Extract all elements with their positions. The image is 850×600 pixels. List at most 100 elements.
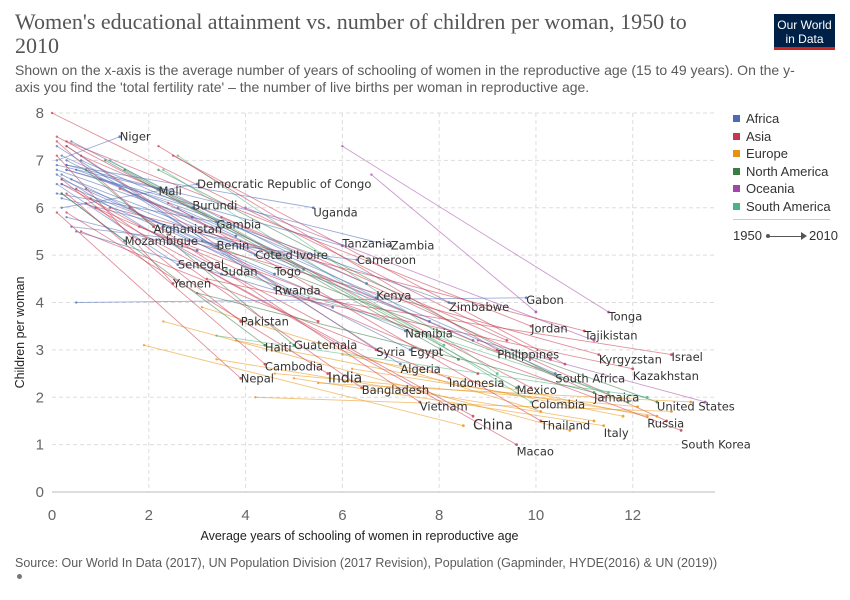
unlabeled-country-end-point (592, 419, 596, 423)
legend-swatch-icon (733, 132, 740, 140)
country-label-togo: Togo (274, 265, 301, 279)
togo-end-point (273, 272, 277, 276)
country-label-democratic-republic-of-congo: Democratic Republic of Congo (197, 177, 371, 191)
x-axis-title: Average years of schooling of women in r… (200, 529, 518, 543)
kazakhstan-trajectory (206, 278, 633, 370)
senegal-trajectory (56, 183, 179, 265)
syria-start-point (65, 144, 68, 148)
india-start-point (65, 211, 68, 214)
country-label-kyrgyzstan: Kyrgyzstan (599, 352, 662, 366)
china-start-point (84, 201, 88, 205)
unlabeled-country-trajectory (201, 240, 629, 403)
bangladesh-start-point (74, 187, 78, 190)
unlabeled-country-trajectory (274, 373, 638, 408)
vietnam-trajectory (129, 207, 421, 403)
time-legend-start: 1950 (733, 228, 762, 243)
unlabeled-country-end-point (442, 343, 446, 347)
country-label-burundi: Burundi (192, 198, 237, 212)
israel-end-point (670, 353, 673, 357)
gambia-start-point (55, 192, 59, 195)
logo-line-2: in Data (785, 32, 824, 46)
unlabeled-country-end-point (331, 305, 335, 309)
country-label-afghanistan: Afghanistan (154, 222, 222, 236)
unlabeled-country-trajectory (477, 339, 706, 403)
legend-label: Europe (746, 146, 788, 162)
legend-divider (733, 219, 830, 220)
country-labels: Niger Mali Democratic Republic of Congo Bur… (120, 130, 751, 459)
togo-trajectory (61, 178, 275, 275)
unlabeled-country-trajectory (105, 159, 459, 360)
y-axis-title: Children per woman (13, 277, 27, 389)
y-tick-label: 7 (36, 152, 44, 169)
tonga-trajectory (342, 145, 609, 313)
unlabeled-country-end-point (670, 410, 673, 413)
time-legend-line (766, 236, 804, 237)
unlabeled-country-end-point (529, 386, 533, 390)
south-korea-end-point (679, 429, 683, 432)
unlabeled-country-trajectory (177, 155, 498, 374)
cote-d-ivoire-start-point (65, 159, 68, 162)
unlabeled-country-start-point (50, 111, 54, 115)
legend-item-europe[interactable]: Europe (733, 145, 843, 163)
sudan-start-point (55, 173, 59, 176)
owid-logo[interactable]: Our World in Data (774, 14, 835, 50)
russia-end-point (645, 414, 649, 418)
unlabeled-country-end-point (636, 405, 639, 409)
guatemala-start-point (84, 168, 88, 172)
country-label-benin: Benin (217, 239, 250, 253)
country-label-italy: Italy (604, 426, 629, 440)
unlabeled-country-trajectory (143, 344, 464, 427)
logo-line-1: Our World (777, 18, 832, 32)
unlabeled-country-end-point (505, 339, 509, 342)
colombia-end-point (529, 400, 533, 404)
south-africa-trajectory (177, 207, 556, 374)
senegal-end-point (176, 263, 180, 266)
macao-end-point (515, 443, 518, 447)
kyrgyzstan-trajectory (187, 240, 599, 356)
y-tick-label: 3 (36, 342, 44, 359)
country-label-syria: Syria (376, 345, 405, 359)
haiti-end-point (263, 343, 267, 347)
country-label-gambia: Gambia (217, 217, 262, 231)
unlabeled-country-start-point (225, 268, 228, 271)
unlabeled-country-end-point (316, 320, 320, 323)
x-tick-label: 8 (435, 507, 443, 524)
afghanistan-start-point (55, 140, 59, 143)
gabon-start-point (74, 301, 78, 304)
legend-item-africa[interactable]: Africa (733, 110, 843, 128)
jordan-start-point (65, 140, 68, 143)
country-label-south-korea: South Korea (681, 438, 751, 452)
x-tick-label: 4 (241, 507, 249, 524)
kyrgyzstan-end-point (597, 353, 601, 357)
kenya-end-point (374, 296, 378, 300)
macao-trajectory (196, 264, 517, 446)
unlabeled-country-end-point (626, 400, 630, 404)
unlabeled-country-trajectory (216, 335, 648, 398)
country-label-rwanda: Rwanda (275, 284, 321, 298)
thailand-trajectory (167, 202, 542, 422)
legend-item-oceania[interactable]: Oceania (733, 180, 843, 198)
tajikistan-trajectory (109, 207, 585, 332)
unlabeled-country-trajectory (235, 339, 624, 417)
x-tick-label: 2 (145, 507, 153, 524)
legend-label: South America (746, 198, 831, 214)
unlabeled-country-end-point (461, 424, 465, 428)
niger-end-point (118, 135, 122, 139)
legend-item-south-america[interactable]: South America (733, 198, 843, 216)
niger-start-point (55, 159, 59, 162)
namibia-trajectory (90, 197, 406, 332)
south-africa-end-point (553, 372, 557, 375)
italy-trajectory (293, 377, 604, 427)
country-label-mali: Mali (158, 184, 181, 198)
russia-trajectory (342, 354, 648, 417)
uganda-end-point (311, 206, 315, 210)
unlabeled-country-start-point (244, 206, 247, 209)
legend-swatch-icon (733, 167, 740, 175)
democratic-republic-of-congo-start-point (60, 206, 63, 209)
legend-item-north-america[interactable]: North America (733, 163, 843, 181)
unlabeled-country-end-point (592, 339, 596, 342)
legend-item-asia[interactable]: Asia (733, 128, 843, 146)
country-label-nepal: Nepal (241, 371, 274, 385)
kyrgyzstan-start-point (186, 239, 189, 243)
zimbabwe-end-point (447, 301, 451, 304)
